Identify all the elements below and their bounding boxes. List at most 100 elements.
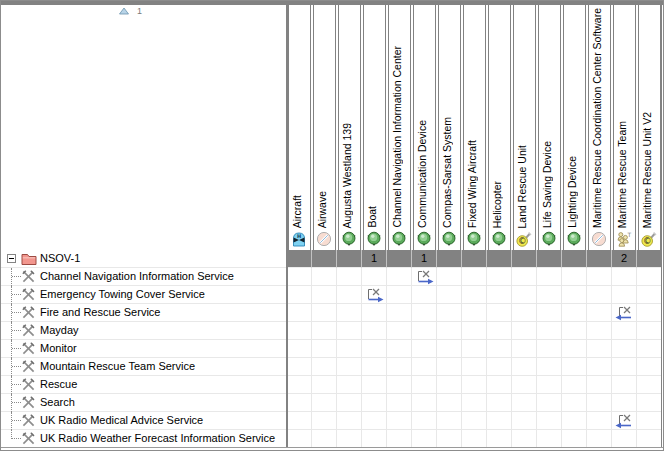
matrix-cell[interactable] bbox=[412, 358, 437, 376]
matrix-cell[interactable] bbox=[537, 412, 562, 430]
matrix-cell[interactable] bbox=[462, 376, 487, 394]
tree-row-label[interactable]: Mountain Rescue Team Service bbox=[1, 358, 287, 376]
matrix-cell[interactable] bbox=[312, 340, 337, 358]
matrix-cell[interactable] bbox=[387, 394, 412, 412]
matrix-cell[interactable] bbox=[612, 412, 637, 430]
summary-count-cell[interactable]: 1 bbox=[412, 250, 437, 268]
matrix-cell[interactable] bbox=[312, 358, 337, 376]
matrix-cell[interactable] bbox=[587, 358, 612, 376]
column-header[interactable]: Fixed Wing Aircraft bbox=[462, 5, 487, 250]
summary-count-cell[interactable] bbox=[562, 250, 587, 268]
column-header[interactable]: Communication Device bbox=[412, 5, 437, 250]
matrix-cell[interactable] bbox=[637, 340, 662, 358]
matrix-cell[interactable] bbox=[587, 268, 612, 286]
matrix-cell[interactable] bbox=[637, 286, 662, 304]
matrix-cell[interactable] bbox=[312, 286, 337, 304]
matrix-cell[interactable] bbox=[312, 304, 337, 322]
matrix-cell[interactable] bbox=[612, 394, 637, 412]
tree-row-label[interactable]: Mayday bbox=[1, 322, 287, 340]
matrix-cell[interactable] bbox=[462, 430, 487, 448]
matrix-cell[interactable] bbox=[362, 268, 387, 286]
matrix-cell[interactable] bbox=[437, 322, 462, 340]
matrix-cell[interactable] bbox=[312, 268, 337, 286]
matrix-cell[interactable] bbox=[412, 412, 437, 430]
matrix-cell[interactable] bbox=[562, 322, 587, 340]
matrix-cell[interactable] bbox=[512, 412, 537, 430]
matrix-cell[interactable] bbox=[387, 286, 412, 304]
matrix-cell[interactable] bbox=[312, 322, 337, 340]
matrix-cell[interactable] bbox=[362, 304, 387, 322]
summary-count-cell[interactable] bbox=[387, 250, 412, 268]
matrix-cell[interactable] bbox=[312, 412, 337, 430]
matrix-cell[interactable] bbox=[587, 322, 612, 340]
matrix-cell[interactable] bbox=[637, 412, 662, 430]
matrix-cell[interactable] bbox=[562, 358, 587, 376]
matrix-cell[interactable] bbox=[612, 358, 637, 376]
matrix-cell[interactable] bbox=[562, 430, 587, 448]
matrix-cell[interactable] bbox=[362, 430, 387, 448]
matrix-cell[interactable] bbox=[412, 430, 437, 448]
matrix-cell[interactable] bbox=[287, 376, 312, 394]
column-header[interactable]: Augusta Westland 139 bbox=[337, 5, 362, 250]
column-header[interactable]: Maritime Rescue Unit V2© bbox=[637, 5, 662, 250]
matrix-cell[interactable] bbox=[362, 286, 387, 304]
matrix-cell[interactable] bbox=[537, 322, 562, 340]
matrix-cell[interactable] bbox=[462, 268, 487, 286]
matrix-cell[interactable] bbox=[612, 286, 637, 304]
matrix-cell[interactable] bbox=[387, 412, 412, 430]
matrix-cell[interactable] bbox=[587, 412, 612, 430]
matrix-cell[interactable] bbox=[387, 322, 412, 340]
matrix-cell[interactable] bbox=[287, 394, 312, 412]
matrix-cell[interactable] bbox=[437, 358, 462, 376]
matrix-cell[interactable] bbox=[412, 268, 437, 286]
matrix-cell[interactable] bbox=[637, 430, 662, 448]
matrix-cell[interactable] bbox=[462, 304, 487, 322]
matrix-cell[interactable] bbox=[312, 394, 337, 412]
matrix-cell[interactable] bbox=[512, 268, 537, 286]
matrix-cell[interactable] bbox=[612, 430, 637, 448]
matrix-cell[interactable] bbox=[437, 286, 462, 304]
matrix-cell[interactable] bbox=[637, 304, 662, 322]
summary-count-cell[interactable] bbox=[487, 250, 512, 268]
matrix-cell[interactable] bbox=[287, 322, 312, 340]
matrix-cell[interactable] bbox=[587, 430, 612, 448]
matrix-cell[interactable] bbox=[512, 340, 537, 358]
summary-count-cell[interactable]: 1 bbox=[362, 250, 387, 268]
matrix-cell[interactable] bbox=[362, 322, 387, 340]
matrix-cell[interactable] bbox=[487, 340, 512, 358]
matrix-cell[interactable] bbox=[562, 412, 587, 430]
matrix-cell[interactable] bbox=[512, 358, 537, 376]
matrix-cell[interactable] bbox=[362, 376, 387, 394]
matrix-cell[interactable] bbox=[512, 430, 537, 448]
column-header[interactable]: Life Saving Device bbox=[537, 5, 562, 250]
matrix-cell[interactable] bbox=[412, 286, 437, 304]
matrix-cell[interactable] bbox=[612, 340, 637, 358]
matrix-cell[interactable] bbox=[387, 340, 412, 358]
column-header[interactable]: Airwave bbox=[312, 5, 337, 250]
matrix-cell[interactable] bbox=[487, 358, 512, 376]
matrix-cell[interactable] bbox=[462, 412, 487, 430]
matrix-cell[interactable] bbox=[337, 358, 362, 376]
matrix-cell[interactable] bbox=[487, 412, 512, 430]
matrix-cell[interactable] bbox=[537, 340, 562, 358]
matrix-cell[interactable] bbox=[612, 376, 637, 394]
matrix-cell[interactable] bbox=[437, 268, 462, 286]
matrix-cell[interactable] bbox=[412, 376, 437, 394]
matrix-cell[interactable] bbox=[562, 376, 587, 394]
tree-row-label[interactable]: Monitor bbox=[1, 340, 287, 358]
matrix-cell[interactable] bbox=[562, 304, 587, 322]
matrix-cell[interactable] bbox=[437, 340, 462, 358]
matrix-cell[interactable] bbox=[437, 304, 462, 322]
column-header[interactable]: Helicopter bbox=[487, 5, 512, 250]
matrix-cell[interactable] bbox=[337, 394, 362, 412]
matrix-cell[interactable] bbox=[637, 268, 662, 286]
matrix-cell[interactable] bbox=[362, 412, 387, 430]
summary-count-cell[interactable] bbox=[512, 250, 537, 268]
matrix-cell[interactable] bbox=[387, 268, 412, 286]
tree-row-label[interactable]: UK Radio Weather Forecast Information Se… bbox=[1, 430, 287, 448]
matrix-cell[interactable] bbox=[287, 358, 312, 376]
matrix-cell[interactable] bbox=[537, 358, 562, 376]
summary-count-cell[interactable] bbox=[537, 250, 562, 268]
matrix-cell[interactable] bbox=[512, 376, 537, 394]
summary-count-cell[interactable] bbox=[287, 250, 312, 268]
